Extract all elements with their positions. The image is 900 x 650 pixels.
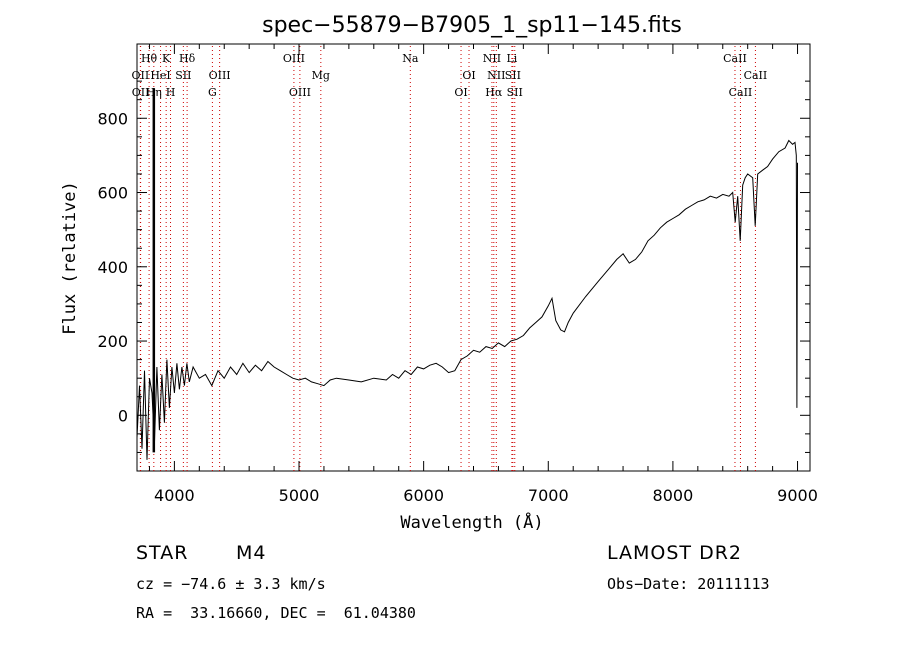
y-tick-label-800: 800	[97, 109, 128, 128]
line-label-23: CaII	[723, 52, 747, 65]
line-label-8: H	[166, 86, 176, 99]
line-label-13: Mg	[312, 69, 330, 82]
line-label-12: OIII	[289, 86, 311, 99]
line-label-10: G	[208, 86, 217, 99]
y-tick-label-0: 0	[118, 406, 128, 425]
line-label-11: OIII	[283, 52, 305, 65]
spectral-line-labels: HθOIIOIIKHeIHηHδSIIHOIIIGOIIIOIIIMgNaOIO…	[132, 52, 768, 99]
observation-date: Obs−Date: 20111113	[607, 575, 770, 593]
line-label-20: Li	[506, 52, 517, 65]
line-label-18: NII	[487, 69, 505, 82]
line-label-21: SII	[505, 69, 521, 82]
line-label-15: OI	[462, 69, 475, 82]
plot-frame	[136, 43, 811, 472]
line-label-16: OI	[454, 86, 467, 99]
coordinates: RA = 33.16660, DEC = 61.04380	[136, 604, 416, 622]
line-label-4: HeI	[150, 69, 170, 82]
line-label-1: OII	[132, 69, 150, 82]
x-tick-label-7000: 7000	[528, 486, 569, 505]
line-label-14: Na	[402, 52, 419, 65]
line-label-17: NII	[483, 52, 501, 65]
chart-title: spec−55879−B7905_1_sp11−145.fits	[262, 13, 682, 38]
spectral-line-markers	[139, 46, 756, 471]
x-tick-label-4000: 4000	[154, 486, 195, 505]
object-class: STAR	[136, 542, 189, 564]
x-tick-label-5000: 5000	[279, 486, 320, 505]
x-tick-label-8000: 8000	[653, 486, 694, 505]
y-tick-label-400: 400	[97, 258, 128, 277]
object-subclass: M4	[236, 542, 267, 564]
y-tick-label-200: 200	[97, 332, 128, 351]
line-label-0: Hθ	[141, 52, 158, 65]
y-axis-label: Flux (relative)	[60, 181, 80, 335]
y-axis: 0 200 400 600 800	[97, 80, 810, 453]
line-label-9: OIII	[209, 69, 231, 82]
spectrum-line	[136, 139, 798, 460]
line-label-25: CaII	[729, 86, 753, 99]
x-axis: 4000 5000 6000 7000 8000 9000	[148, 44, 818, 505]
y-tick-label-600: 600	[97, 184, 128, 203]
line-label-2: OII	[132, 86, 150, 99]
line-label-6: Hδ	[179, 52, 196, 65]
x-axis-label: Wavelength (Å)	[400, 511, 543, 533]
line-label-24: CaII	[744, 69, 768, 82]
x-tick-label-6000: 6000	[403, 486, 444, 505]
line-label-22: SII	[507, 86, 523, 99]
x-tick-label-9000: 9000	[777, 486, 818, 505]
line-label-7: SII	[175, 69, 191, 82]
line-label-3: K	[162, 52, 171, 65]
redshift-value: cz = −74.6 ± 3.3 km/s	[136, 575, 326, 593]
survey-name: LAMOST DR2	[607, 542, 742, 564]
line-label-19: Hα	[485, 86, 503, 99]
